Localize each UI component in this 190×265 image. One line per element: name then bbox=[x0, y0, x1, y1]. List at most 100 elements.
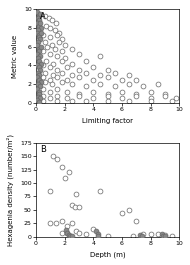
Point bbox=[37, 77, 40, 82]
Point bbox=[56, 94, 59, 98]
Point bbox=[56, 68, 59, 72]
Point bbox=[170, 234, 173, 238]
Point bbox=[73, 205, 76, 209]
Point bbox=[39, 45, 42, 49]
Point bbox=[47, 16, 50, 20]
Point bbox=[149, 232, 152, 236]
Point bbox=[57, 40, 60, 44]
Point bbox=[85, 232, 88, 236]
Point bbox=[120, 210, 123, 215]
Point bbox=[64, 228, 67, 232]
Point bbox=[70, 82, 73, 86]
Point bbox=[36, 98, 39, 103]
Point bbox=[106, 94, 109, 98]
Point bbox=[66, 96, 69, 101]
Point bbox=[57, 30, 60, 35]
Point bbox=[67, 170, 70, 174]
Point bbox=[52, 73, 55, 77]
Point bbox=[70, 202, 73, 207]
Point bbox=[39, 80, 42, 85]
Point bbox=[50, 82, 53, 86]
Point bbox=[38, 46, 41, 51]
Point bbox=[39, 96, 42, 101]
Point bbox=[36, 40, 40, 44]
Point bbox=[142, 84, 145, 88]
Point bbox=[60, 219, 63, 223]
Point bbox=[63, 56, 66, 60]
Point bbox=[163, 94, 166, 98]
Point bbox=[39, 21, 42, 25]
Point bbox=[77, 92, 80, 96]
Point bbox=[96, 232, 99, 236]
Point bbox=[36, 52, 39, 56]
Point bbox=[77, 230, 80, 235]
Point bbox=[53, 46, 56, 51]
Point bbox=[39, 26, 42, 30]
Point bbox=[163, 233, 166, 237]
Point bbox=[36, 82, 40, 86]
Point bbox=[66, 90, 69, 94]
Point bbox=[74, 192, 78, 196]
Point bbox=[149, 99, 152, 103]
Point bbox=[42, 94, 45, 98]
Point bbox=[56, 157, 59, 161]
Point bbox=[50, 43, 53, 47]
Point bbox=[162, 234, 165, 238]
Point bbox=[60, 59, 63, 63]
Point bbox=[140, 234, 143, 238]
Point bbox=[56, 54, 59, 58]
Point bbox=[52, 154, 55, 158]
Point bbox=[85, 71, 88, 75]
Point bbox=[36, 71, 40, 75]
Point bbox=[149, 96, 152, 101]
Point bbox=[36, 75, 39, 79]
Point bbox=[77, 75, 80, 79]
Point bbox=[56, 87, 59, 91]
Point bbox=[120, 96, 123, 101]
Point bbox=[69, 234, 72, 238]
Point bbox=[163, 92, 166, 96]
Point bbox=[92, 65, 95, 69]
Point bbox=[66, 231, 69, 235]
Point bbox=[49, 221, 52, 226]
Point bbox=[49, 35, 52, 39]
Point bbox=[36, 63, 39, 68]
Point bbox=[92, 77, 95, 82]
Point bbox=[37, 90, 40, 94]
Point bbox=[170, 99, 173, 103]
Text: A: A bbox=[40, 12, 46, 21]
X-axis label: Depth (m): Depth (m) bbox=[90, 251, 125, 258]
Point bbox=[43, 80, 46, 85]
Point bbox=[67, 233, 70, 237]
Point bbox=[39, 30, 42, 35]
Point bbox=[37, 49, 40, 54]
Point bbox=[66, 77, 69, 82]
Point bbox=[60, 71, 63, 75]
Point bbox=[99, 82, 102, 86]
Point bbox=[70, 46, 73, 51]
Point bbox=[70, 61, 73, 66]
Point bbox=[63, 175, 66, 180]
Point bbox=[36, 95, 40, 99]
Point bbox=[77, 205, 80, 209]
Point bbox=[42, 87, 45, 91]
Point bbox=[139, 233, 142, 237]
Point bbox=[39, 54, 42, 58]
Point bbox=[85, 59, 88, 63]
Point bbox=[55, 221, 58, 226]
Point bbox=[44, 59, 48, 63]
Point bbox=[127, 208, 131, 212]
Point bbox=[99, 54, 102, 58]
Point bbox=[135, 219, 138, 223]
Point bbox=[42, 63, 45, 68]
Point bbox=[46, 45, 49, 49]
Point bbox=[56, 99, 59, 103]
Point bbox=[127, 99, 131, 103]
Point bbox=[120, 77, 123, 82]
Point bbox=[60, 37, 63, 41]
Point bbox=[36, 87, 39, 91]
Point bbox=[161, 232, 164, 236]
Point bbox=[50, 18, 53, 22]
Point bbox=[37, 35, 40, 39]
Point bbox=[106, 75, 109, 79]
